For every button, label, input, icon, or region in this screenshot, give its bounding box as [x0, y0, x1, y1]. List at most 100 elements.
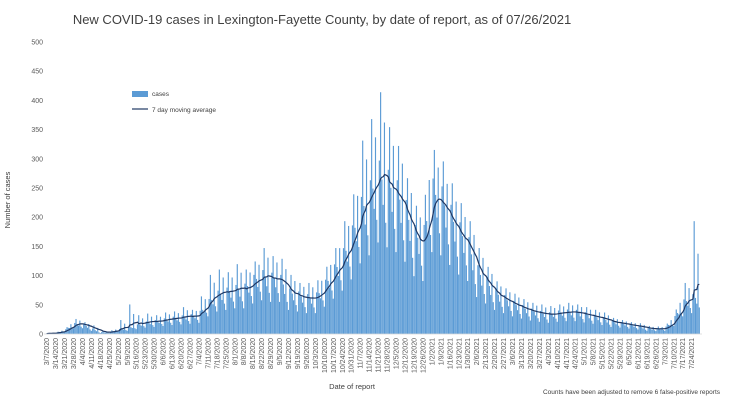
bar [621, 320, 624, 334]
x-tick-label: 5/9/2020 [125, 338, 132, 365]
bar [479, 274, 482, 334]
bar [559, 304, 561, 334]
bar [318, 293, 320, 334]
x-tick-label: 1/23/2021 [456, 338, 463, 369]
bar [383, 122, 386, 334]
bar [670, 320, 672, 334]
bar [118, 328, 121, 334]
bar [176, 320, 178, 334]
bar [360, 196, 362, 334]
bar [359, 263, 361, 334]
bar [278, 301, 281, 334]
bar [561, 315, 563, 334]
bar [525, 313, 528, 334]
bar [693, 221, 695, 334]
bar [189, 323, 191, 334]
bar [97, 327, 99, 334]
bar [129, 304, 131, 334]
bar [112, 331, 114, 334]
x-tick-label: 7/4/2020 [196, 338, 203, 365]
bar [671, 324, 673, 334]
bar [299, 282, 301, 334]
bar [291, 293, 293, 334]
bar [261, 300, 263, 334]
y-tick-label: 100 [31, 273, 43, 280]
bar [557, 310, 560, 334]
x-tick-label: 4/11/2020 [89, 338, 96, 369]
bar [158, 322, 160, 334]
bar [239, 296, 241, 334]
bar [89, 329, 91, 334]
x-tick-label: 8/1/2020 [232, 338, 239, 365]
bar [156, 315, 158, 334]
bar [529, 320, 531, 334]
bar [497, 294, 499, 334]
bar [685, 301, 688, 334]
x-tick-label: 5/8/2021 [591, 338, 598, 365]
x-tick-label: 6/5/2021 [626, 338, 633, 365]
bar [99, 333, 101, 334]
bar [492, 302, 494, 334]
bar [612, 317, 615, 334]
bar [165, 312, 167, 334]
bar [482, 257, 484, 334]
bar [405, 199, 407, 334]
bar [406, 178, 409, 334]
x-tick-label: 9/5/2020 [277, 338, 284, 365]
bar [528, 316, 530, 334]
bar [102, 330, 104, 334]
bar [208, 298, 210, 334]
x-tick-label: 7/17/2021 [680, 338, 687, 369]
bar [657, 326, 659, 334]
bar [588, 318, 590, 334]
bar [181, 315, 183, 334]
bar [431, 252, 433, 334]
bar [519, 313, 521, 334]
x-tick-label: 5/15/2021 [600, 338, 607, 369]
bar [293, 300, 295, 334]
bar [364, 224, 366, 334]
bar [248, 292, 250, 334]
bar [488, 286, 490, 334]
bar [267, 257, 269, 334]
bar [502, 313, 505, 334]
bar [308, 282, 310, 334]
bar [305, 313, 307, 334]
bar [680, 313, 682, 334]
bar [282, 284, 284, 334]
x-tick-label: 11/21/2020 [376, 338, 383, 373]
bar [191, 309, 194, 334]
bar [660, 329, 662, 334]
bar [661, 327, 663, 334]
bar [173, 311, 176, 334]
bar [182, 307, 185, 334]
bar [689, 308, 691, 334]
bar [103, 332, 105, 334]
bar [307, 294, 309, 334]
bar [445, 227, 447, 334]
bar [487, 266, 489, 334]
x-tick-label: 2/20/2021 [492, 338, 499, 369]
bar [180, 324, 182, 334]
bar [117, 331, 119, 334]
x-tick-label: 9/26/2020 [304, 338, 311, 369]
bar [642, 328, 644, 334]
bar [401, 163, 403, 334]
x-tick-label: 5/2/2020 [116, 338, 123, 365]
bar [285, 269, 287, 334]
bar [543, 317, 546, 334]
bar [465, 265, 467, 334]
bar [333, 264, 336, 334]
bar [477, 265, 479, 334]
bar [476, 297, 478, 334]
bar [255, 278, 258, 334]
x-tick-label: 4/3/2021 [546, 338, 553, 365]
bar [281, 258, 283, 334]
bar [655, 331, 657, 334]
x-tick-label: 4/10/2021 [555, 338, 562, 369]
bar [236, 264, 238, 334]
bar [552, 316, 554, 334]
bar [577, 304, 579, 334]
bar [436, 217, 438, 334]
bar [630, 322, 633, 334]
